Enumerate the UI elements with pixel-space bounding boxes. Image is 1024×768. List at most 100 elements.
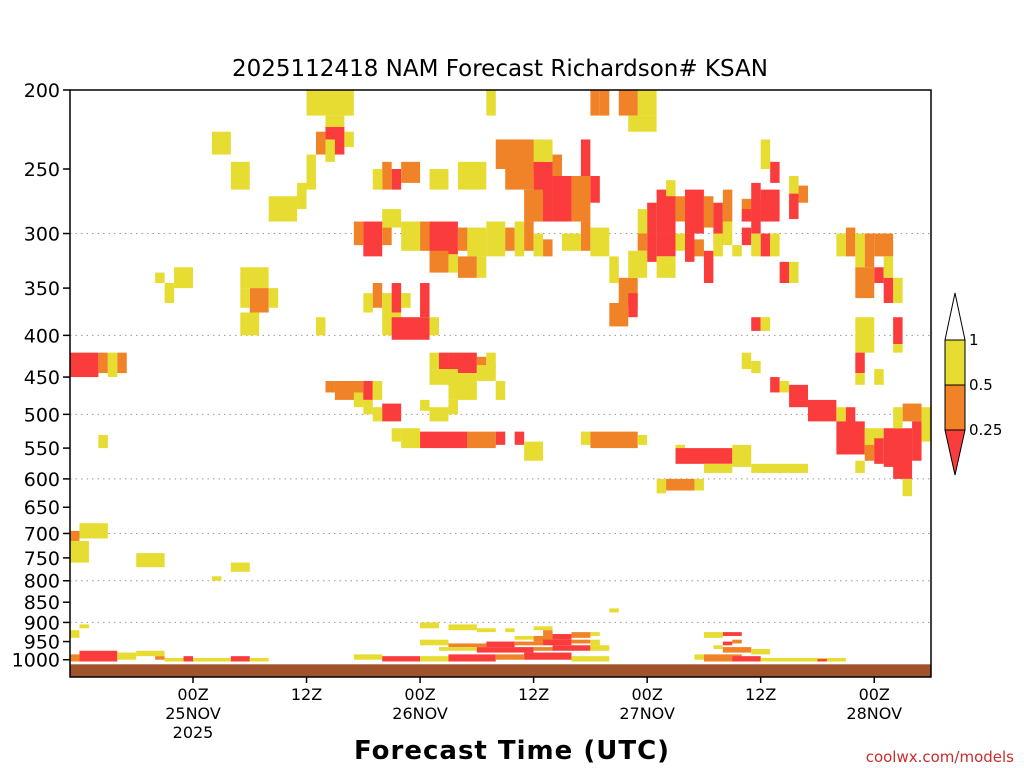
ri-cell <box>732 245 742 257</box>
ri-cell <box>448 373 477 400</box>
ri-cell <box>552 176 572 222</box>
ri-cell <box>609 608 619 613</box>
ri-cell <box>372 283 383 308</box>
ri-cell <box>240 312 260 336</box>
ri-cell <box>855 460 865 473</box>
ri-cell <box>514 431 525 445</box>
ri-cell <box>420 622 439 629</box>
y-tick-label: 700 <box>24 523 60 545</box>
ri-cell <box>524 221 534 251</box>
ri-cell <box>268 288 279 308</box>
x-tick-label: 00Z <box>859 685 890 704</box>
ri-cell <box>713 645 723 649</box>
ri-cell <box>155 272 165 284</box>
ri-cell <box>703 250 714 284</box>
ri-cell <box>703 654 742 662</box>
ri-cell <box>382 403 402 422</box>
ri-cell <box>590 639 600 646</box>
ri-cell <box>713 202 723 246</box>
ri-cell <box>599 90 610 116</box>
ri-cell <box>391 317 430 340</box>
ri-cell <box>817 659 827 662</box>
ri-cell <box>845 407 856 429</box>
ri-cell <box>845 227 856 257</box>
ri-cell <box>722 221 733 246</box>
ri-cell <box>372 380 383 400</box>
ri-cell <box>353 654 383 660</box>
ri-cell <box>751 648 771 655</box>
x-tick-label: 27NOV <box>619 704 675 723</box>
ri-cell <box>836 233 846 257</box>
ri-cell <box>893 277 903 303</box>
ri-cell <box>732 444 752 467</box>
y-tick-label: 800 <box>24 571 60 593</box>
ri-cell <box>628 250 648 278</box>
legend-bin-1 <box>944 384 966 431</box>
x-tick-label: 28NOV <box>846 704 902 723</box>
ri-cell <box>353 392 364 408</box>
ri-cell <box>647 202 657 234</box>
ri-cell <box>240 267 269 289</box>
ri-cell <box>855 352 865 374</box>
y-tick-label: 750 <box>24 548 60 570</box>
ri-cell <box>448 624 477 631</box>
ri-cell <box>703 463 733 473</box>
ri-cell <box>486 90 496 116</box>
ri-cell <box>230 562 250 572</box>
ri-cell <box>306 154 316 190</box>
ri-cell <box>893 317 903 345</box>
ri-cell <box>580 431 591 445</box>
ri-cell <box>675 448 733 464</box>
ri-cell <box>722 189 733 222</box>
ri-cell <box>741 352 752 370</box>
ri-cell <box>628 293 638 318</box>
y-tick-label: 500 <box>24 404 60 426</box>
terrain-surface <box>70 664 931 677</box>
ri-cell <box>372 407 383 422</box>
ri-cell <box>637 233 648 251</box>
legend-label: 0.25 <box>969 421 1002 439</box>
ri-cell <box>420 656 449 662</box>
ri-cell <box>732 656 761 662</box>
ri-cell <box>476 628 496 633</box>
ri-cell <box>874 233 894 257</box>
ri-cell <box>306 90 354 116</box>
ri-cell <box>382 227 392 246</box>
y-tick-label: 850 <box>24 592 60 614</box>
ri-cell <box>543 630 553 636</box>
ri-cell <box>391 168 402 190</box>
ri-cell <box>353 221 364 246</box>
ri-cell <box>893 344 903 353</box>
ri-cell <box>420 221 430 251</box>
ri-cell <box>637 434 648 445</box>
y-tick-label: 400 <box>24 325 60 347</box>
ri-cell <box>70 540 89 563</box>
ri-cell <box>429 407 449 422</box>
ri-cell <box>637 209 648 234</box>
ri-cell <box>770 233 780 257</box>
ri-cell <box>533 139 553 162</box>
ri-cell <box>476 256 487 278</box>
ri-cell <box>609 302 629 327</box>
ri-cell <box>486 352 496 370</box>
ri-cell <box>656 233 676 257</box>
ri-cell <box>675 196 685 222</box>
ri-cell <box>893 463 913 479</box>
ri-cell <box>429 250 449 273</box>
y-tick-label: 550 <box>24 438 60 460</box>
ri-cell <box>789 384 808 408</box>
ri-cell <box>760 189 780 222</box>
ri-cell <box>656 256 676 278</box>
x-tick-label: 00Z <box>631 685 662 704</box>
ri-cell <box>457 256 477 278</box>
legend-bin-0 <box>944 339 966 386</box>
ri-cell <box>580 221 591 251</box>
ri-cell <box>401 221 421 251</box>
ri-cell <box>893 421 903 429</box>
ri-cell <box>703 632 723 638</box>
ri-cell <box>344 131 354 148</box>
ri-cell <box>70 352 99 378</box>
ri-cell <box>495 431 506 445</box>
